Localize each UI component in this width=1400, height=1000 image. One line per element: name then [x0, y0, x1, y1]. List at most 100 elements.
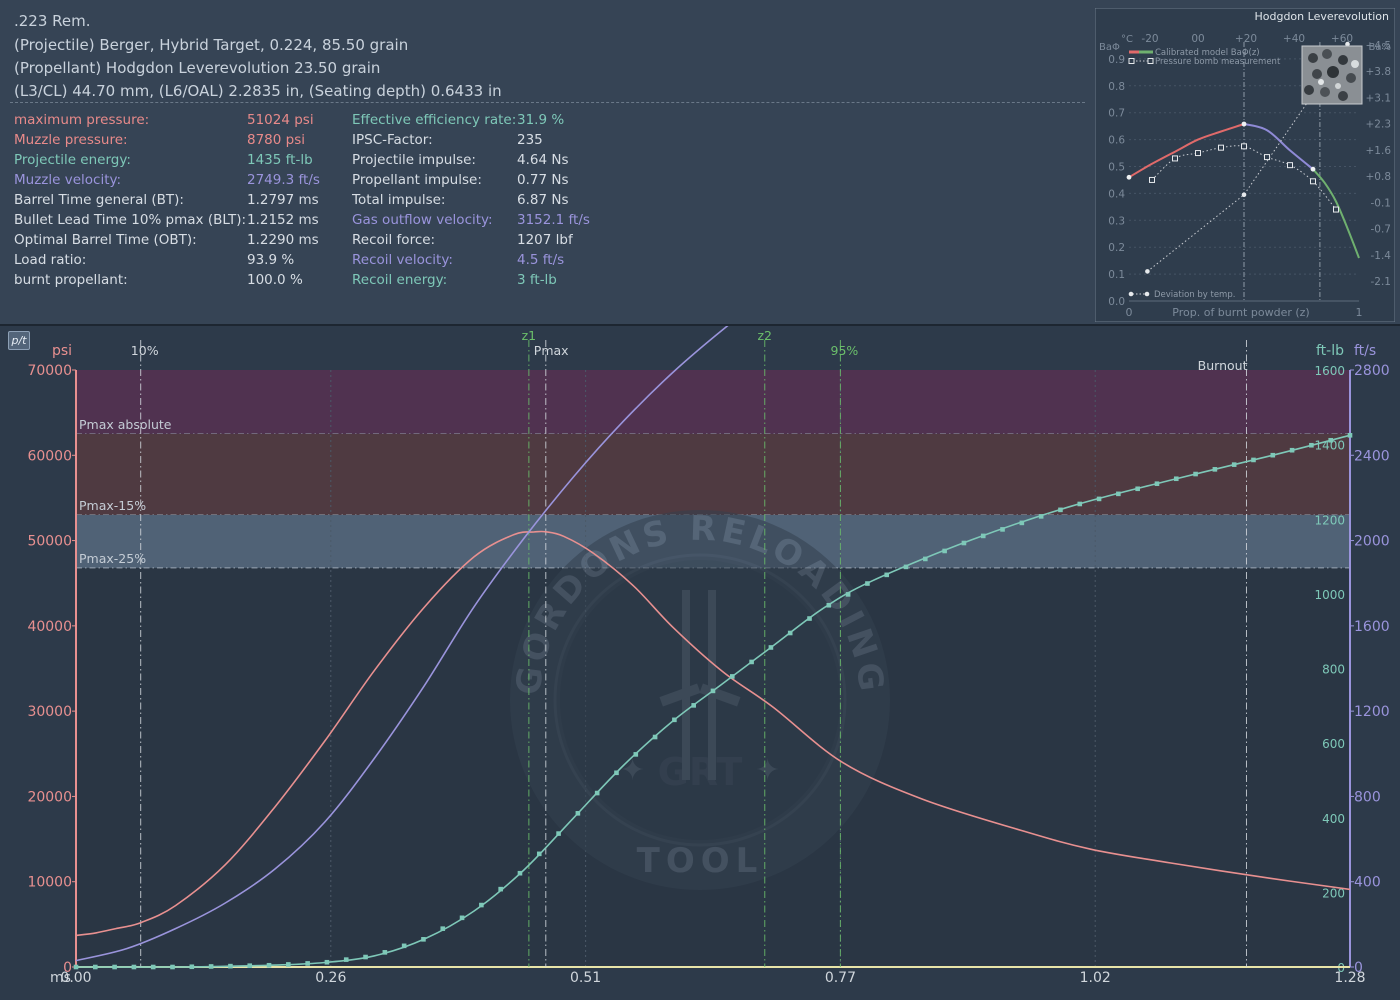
y-tick-psi: 40000 [27, 619, 72, 635]
marker-label: z1 [522, 328, 537, 343]
inset-y-tick: 0.8 [1108, 81, 1125, 93]
energy-point [980, 533, 986, 539]
inset-top-tick: +20 [1235, 33, 1257, 45]
energy-point [189, 964, 195, 970]
y-tick-psi: 0 [63, 960, 72, 976]
energy-point [961, 540, 967, 546]
energy-point [266, 962, 272, 968]
stat-left-value: 8780 psi [247, 132, 306, 148]
inset-y-right-tick: -0.1 [1371, 197, 1392, 209]
y-tick-ftlb: 1600 [1314, 364, 1345, 378]
inset-y-right-tick: -0.7 [1371, 224, 1392, 236]
projectile-line: (Projectile) Berger, Hybrid Target, 0.22… [14, 36, 409, 54]
inset-deviation-point [1241, 192, 1247, 198]
y-tick-fts: 2000 [1354, 534, 1390, 550]
stat-right-value: 6.87 Ns [517, 192, 569, 208]
energy-point [1135, 486, 1140, 492]
energy-point [150, 964, 156, 970]
stat-right-value: 4.5 ft/s [517, 252, 565, 268]
unit-ms: ms [50, 970, 71, 986]
stat-right-label: Recoil energy: [352, 272, 448, 288]
stat-left-label: Bullet Lead Time 10% pmax (BLT): [14, 212, 247, 228]
stat-left-value: 1.2797 ms [247, 192, 319, 208]
energy-point [208, 964, 214, 969]
stat-right-label: Projectile impulse: [352, 152, 476, 168]
inset-measurement-point [1241, 143, 1247, 150]
stat-left-value: 1.2290 ms [247, 232, 319, 248]
y-tick-fts: 800 [1354, 789, 1381, 805]
header-divider [10, 102, 1085, 103]
energy-point [517, 870, 523, 876]
energy-point [1019, 520, 1025, 526]
stat-left-label: Muzzle pressure: [14, 132, 128, 148]
inset-x-tick: 0 [1126, 306, 1133, 319]
inset-title: Hodgdon Leverevolution [1254, 10, 1389, 23]
energy-point [1289, 447, 1295, 453]
watermark-mid-text: GRT [658, 750, 743, 794]
stat-right-value: 1207 lbf [517, 232, 573, 248]
stat-right-label: IPSC-Factor: [352, 132, 433, 148]
energy-point [73, 964, 79, 970]
inset-model-node [1241, 121, 1247, 127]
inset-measurement-point [1310, 178, 1316, 185]
dimensions-line: (L3/CL) 44.70 mm, (L6/OAL) 2.2835 in, (S… [14, 82, 502, 100]
stat-right-label: Propellant impulse: [352, 172, 482, 188]
x-tick-label: 0.51 [570, 970, 601, 986]
energy-point [498, 886, 503, 892]
energy-point [305, 961, 310, 966]
inset-model-segment-1 [1128, 123, 1245, 179]
energy-point [93, 964, 98, 970]
pt-toggle-button[interactable]: p/t [8, 331, 30, 350]
energy-point [536, 851, 542, 857]
inset-measurement-point [1264, 154, 1270, 161]
inset-legend-deviation: Deviation by temp. [1154, 290, 1235, 300]
energy-point [1173, 476, 1179, 482]
energy-point [807, 616, 812, 621]
zone-label: Pmax-15% [79, 498, 146, 513]
energy-point [826, 602, 832, 608]
inset-y-right-tick: +3.1 [1366, 92, 1392, 104]
inset-y-right-tick: +3.8 [1366, 66, 1392, 78]
energy-point [324, 959, 330, 965]
series-velocity-line [75, 326, 729, 962]
inset-legend-measurement: Pressure bomb measurement [1155, 57, 1281, 67]
stat-left-value: 1.2152 ms [247, 212, 319, 228]
inset-top-unit: °C [1121, 34, 1133, 45]
stat-left-value: 51024 psi [247, 112, 314, 128]
inset-x-tick: 1 [1356, 306, 1363, 319]
stat-left-value: 1435 ft-lb [247, 152, 313, 168]
energy-point [1000, 527, 1005, 532]
energy-point [228, 963, 233, 969]
energy-point [594, 790, 600, 796]
energy-point [1096, 496, 1102, 502]
stat-left-value: 93.9 % [247, 252, 295, 268]
stat-left-label: Load ratio: [14, 252, 87, 268]
cartridge-title: .223 Rem. [14, 12, 91, 30]
energy-point [382, 950, 388, 955]
watermark-star-icon: ✦ [620, 753, 645, 788]
y-tick-ftlb: 400 [1322, 812, 1345, 826]
energy-point [1116, 491, 1121, 497]
inset-measurement-point [1333, 206, 1339, 213]
stat-right-value: 3 ft-lb [517, 272, 557, 288]
y-tick-psi: 60000 [27, 448, 72, 464]
series-energy-line [75, 434, 1351, 968]
inset-y-tick: 0.3 [1108, 215, 1125, 227]
stat-right-label: Recoil velocity: [352, 252, 453, 268]
y-tick-ftlb: 1200 [1314, 513, 1345, 527]
y-tick-ftlb: 600 [1322, 737, 1345, 751]
inset-y-right-tick: +2.3 [1366, 119, 1392, 131]
inset-photo [1301, 45, 1363, 105]
inset-model-segment-3 [1312, 168, 1360, 259]
stat-left-label: Barrel Time general (BT): [14, 192, 184, 208]
stat-right-value: 4.64 Ns [517, 152, 569, 168]
unit-psi: psi [52, 343, 72, 359]
y-tick-psi: 70000 [27, 363, 72, 379]
inset-legend-model: Calibrated model BaΦ(z) [1155, 48, 1260, 58]
energy-point [112, 964, 117, 970]
energy-point [556, 831, 561, 836]
stat-right-label: Recoil force: [352, 232, 436, 248]
x-tick-label: 0.00 [60, 970, 91, 986]
energy-point [170, 964, 175, 970]
unit-fts: ft/s [1354, 343, 1376, 359]
